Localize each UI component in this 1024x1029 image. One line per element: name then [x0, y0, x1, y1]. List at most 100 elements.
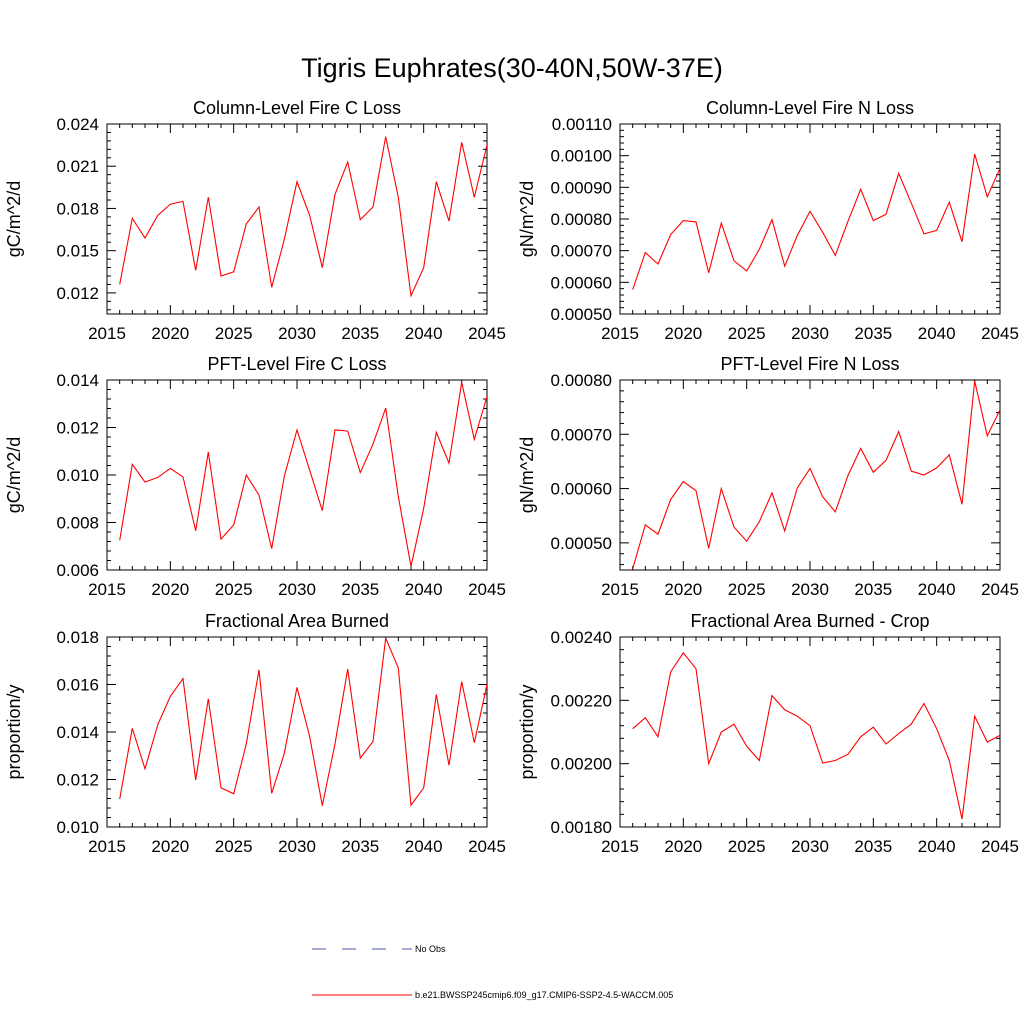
y-tick-label: 0.010 [56, 818, 99, 837]
x-tick-label: 2020 [151, 324, 189, 343]
x-tick-label: 2045 [468, 324, 506, 343]
x-tick-label: 2040 [918, 580, 956, 599]
series-line-1 [632, 153, 1000, 290]
panels-group: Column-Level Fire C Loss gC/m^2/d 2015 2020… [4, 98, 1019, 856]
series-line-1 [119, 382, 487, 567]
x-tick-label: 2015 [88, 324, 126, 343]
legend-no-obs-label: No Obs [415, 944, 446, 954]
y-tick-label: 0.012 [56, 419, 99, 438]
y-tick-label: 0.018 [56, 199, 99, 218]
x-tick-label: 2015 [601, 580, 639, 599]
y-axis-label: proportion/y [4, 684, 24, 779]
y-tick-label: 0.021 [56, 157, 99, 176]
x-tick-label: 2035 [854, 837, 892, 856]
y-tick-label: 0.00220 [551, 691, 612, 710]
y-tick-label: 0.00050 [551, 534, 612, 553]
y-axis-label: gC/m^2/d [4, 181, 24, 257]
x-tick-label: 2025 [728, 580, 766, 599]
x-tick-label: 2025 [215, 324, 253, 343]
series-line-1 [632, 651, 1000, 820]
y-tick-label: 0.014 [56, 723, 99, 742]
y-tick-label: 0.00240 [551, 628, 612, 647]
x-tick-label: 2035 [341, 580, 379, 599]
x-tick-label: 2020 [664, 837, 702, 856]
y-axis-label: gN/m^2/d [517, 437, 537, 513]
chart-panel-6: Fractional Area Burned - Crop proportion/… [517, 611, 1019, 856]
x-tick-label: 2015 [601, 324, 639, 343]
x-tick-label: 2020 [151, 580, 189, 599]
chart-title: Fractional Area Burned [205, 611, 389, 631]
x-tick-label: 2030 [278, 580, 316, 599]
chart-title: PFT-Level Fire N Loss [720, 354, 899, 374]
y-tick-label: 0.00050 [551, 305, 612, 324]
y-tick-label: 0.00080 [551, 210, 612, 229]
legend: No Obs b.e21.BWSSP245cmip6.f09_g17.CMIP6… [312, 944, 673, 1000]
y-tick-label: 0.00090 [551, 178, 612, 197]
x-tick-label: 2030 [791, 580, 829, 599]
x-tick-label: 2045 [981, 837, 1019, 856]
series-line-1 [119, 637, 487, 807]
x-tick-label: 2025 [728, 837, 766, 856]
y-tick-label: 0.018 [56, 628, 99, 647]
x-tick-label: 2025 [215, 837, 253, 856]
legend-run-label: b.e21.BWSSP245cmip6.f09_g17.CMIP6-SSP2-4… [415, 990, 673, 1000]
y-tick-label: 0.00060 [551, 480, 612, 499]
y-tick-label: 0.016 [56, 676, 99, 695]
x-tick-label: 2020 [664, 580, 702, 599]
x-tick-label: 2040 [918, 324, 956, 343]
x-tick-label: 2040 [405, 324, 443, 343]
x-tick-label: 2035 [341, 324, 379, 343]
x-tick-label: 2035 [854, 324, 892, 343]
y-tick-label: 0.00180 [551, 818, 612, 837]
y-tick-label: 0.00070 [551, 242, 612, 261]
y-tick-label: 0.00100 [551, 147, 612, 166]
y-tick-label: 0.00200 [551, 755, 612, 774]
x-tick-label: 2030 [791, 324, 829, 343]
chart-panel-4: PFT-Level Fire N Loss gN/m^2/d 2015 2020 202… [517, 354, 1019, 599]
x-tick-label: 2025 [728, 324, 766, 343]
y-axis-label: gC/m^2/d [4, 437, 24, 513]
y-tick-label: 0.012 [56, 284, 99, 303]
chart-panel-5: Fractional Area Burned proportion/y 2015 20… [4, 611, 506, 856]
y-tick-label: 0.008 [56, 514, 99, 533]
x-tick-label: 2015 [88, 837, 126, 856]
chart-title: Fractional Area Burned - Crop [690, 611, 929, 631]
x-tick-label: 2040 [405, 580, 443, 599]
x-tick-label: 2045 [981, 580, 1019, 599]
figure-title: Tigris Euphrates(30-40N,50W-37E) [301, 53, 723, 83]
y-axis-label: gN/m^2/d [517, 181, 537, 257]
x-tick-label: 2025 [215, 580, 253, 599]
x-tick-label: 2015 [88, 580, 126, 599]
y-tick-label: 0.015 [56, 242, 99, 261]
y-tick-label: 0.010 [56, 466, 99, 485]
x-tick-label: 2030 [278, 324, 316, 343]
y-tick-label: 0.00080 [551, 371, 612, 390]
x-tick-label: 2045 [468, 580, 506, 599]
chart-panel-1: Column-Level Fire C Loss gC/m^2/d 2015 2020… [4, 98, 506, 343]
y-tick-label: 0.014 [56, 371, 99, 390]
series-line-1 [632, 380, 1000, 570]
chart-title: PFT-Level Fire C Loss [207, 354, 386, 374]
series-line-1 [119, 136, 487, 298]
x-tick-label: 2020 [664, 324, 702, 343]
chart-title: Column-Level Fire N Loss [706, 98, 914, 118]
x-tick-label: 2015 [601, 837, 639, 856]
y-tick-label: 0.012 [56, 771, 99, 790]
x-tick-label: 2045 [468, 837, 506, 856]
x-tick-label: 2035 [854, 580, 892, 599]
y-tick-label: 0.024 [56, 115, 99, 134]
x-tick-label: 2020 [151, 837, 189, 856]
y-tick-label: 0.006 [56, 561, 99, 580]
chart-panel-2: Column-Level Fire N Loss gN/m^2/d 2015 2020… [517, 98, 1019, 343]
chart-panel-3: PFT-Level Fire C Loss gC/m^2/d 2015 2020 202… [4, 354, 506, 599]
x-tick-label: 2030 [278, 837, 316, 856]
x-tick-label: 2030 [791, 837, 829, 856]
chart-title: Column-Level Fire C Loss [193, 98, 401, 118]
x-tick-label: 2040 [918, 837, 956, 856]
y-tick-label: 0.00110 [552, 115, 612, 134]
x-tick-label: 2045 [981, 324, 1019, 343]
x-tick-label: 2040 [405, 837, 443, 856]
y-axis-label: proportion/y [517, 684, 537, 779]
